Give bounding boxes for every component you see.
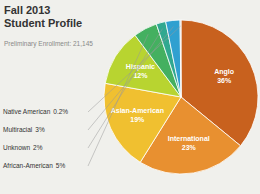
outer-label-category: Native American [3, 108, 51, 115]
slice-label-value: 19% [130, 116, 145, 123]
pie [104, 20, 258, 174]
slice [166, 20, 181, 97]
chart: Fall 2013Student Profile Preliminary Enro… [0, 0, 260, 194]
connector [88, 26, 181, 112]
slice-label: Asian-American 19% [111, 107, 164, 123]
outer-label: Unknown2% [3, 144, 43, 151]
slice-label-value: 36% [217, 77, 232, 84]
slice-label: International 23% [168, 135, 210, 151]
labels: Anglo36% International 23% Asian-American 19… [3, 26, 234, 169]
outer-label-value: 0.2% [53, 108, 68, 115]
background [0, 0, 260, 194]
slice-label: Hispanic12% [126, 63, 155, 79]
outer-label-category: African-American [3, 162, 53, 169]
outer-label-value: 3% [35, 126, 45, 133]
outer-label: Native American0.2% [3, 108, 68, 115]
slice-label-category: Asian-American [111, 107, 164, 114]
subtitle: Preliminary Enrollment: 21,145 [4, 40, 93, 48]
outer-label: Multiracial3% [3, 126, 45, 133]
slice-label-category: Anglo [214, 68, 234, 76]
slice [180, 20, 182, 97]
outer-label-category: Unknown [3, 144, 30, 151]
slice-label-value: 23% [182, 144, 197, 151]
outer-label-value: 2% [33, 144, 43, 151]
outer-label: African-American5% [3, 162, 65, 169]
outer-label-value: 5% [56, 162, 66, 169]
slice-label: Anglo36% [214, 68, 234, 84]
outer-label-category: Multiracial [3, 126, 33, 133]
slice-label-category: International [168, 135, 210, 142]
title: Fall 2013Student Profile [4, 4, 82, 29]
connector [88, 29, 163, 148]
slice-label-value: 12% [133, 72, 148, 79]
connector [88, 27, 173, 130]
